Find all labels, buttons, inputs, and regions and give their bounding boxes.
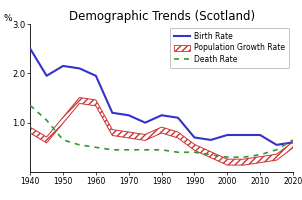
Title: Demographic Trends (Scotland): Demographic Trends (Scotland): [69, 10, 255, 23]
Text: %: %: [4, 14, 13, 23]
Legend: Birth Rate, Population Growth Rate, Death Rate: Birth Rate, Population Growth Rate, Deat…: [170, 28, 289, 68]
